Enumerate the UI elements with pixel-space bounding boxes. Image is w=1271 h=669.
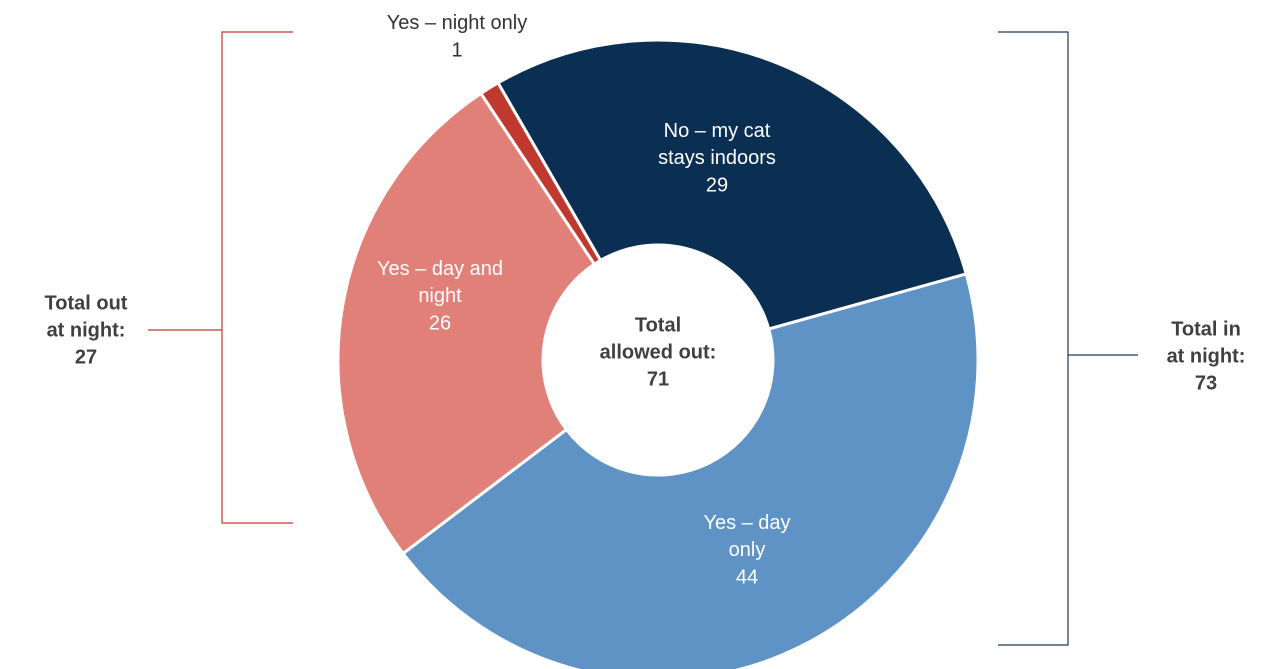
center-label: 71 <box>647 368 669 390</box>
slice-label: No – my cat stays indoors <box>658 120 776 169</box>
value-label: 26 <box>429 312 451 334</box>
slice-label: Yes – day only <box>703 512 790 561</box>
label-line: Yes – night only <box>387 12 527 34</box>
slice <box>495 38 969 331</box>
brackets <box>148 31 1138 646</box>
value-label: 1 <box>451 39 462 61</box>
label-line: Yes – day and <box>377 258 503 280</box>
right-label: Total in <box>1171 318 1241 340</box>
left-label: 27 <box>75 346 97 368</box>
label-line: No – my cat <box>664 120 771 142</box>
label-line: night <box>418 285 462 307</box>
slice <box>336 91 597 556</box>
left-bracket <box>148 31 293 524</box>
center-label: allowed out: <box>600 341 717 363</box>
slice-label: Yes – night only <box>387 12 527 34</box>
label-line: stays indoors <box>658 147 776 169</box>
slice-label: Yes – day and night <box>377 258 503 307</box>
left-label: at night: <box>47 319 126 341</box>
slice <box>401 272 980 669</box>
value-label: 29 <box>706 174 728 196</box>
center-label: Total <box>635 314 681 336</box>
right-label: at night: <box>1167 345 1246 367</box>
slice <box>478 80 603 267</box>
label-line: only <box>729 539 766 561</box>
value-label: 44 <box>736 566 758 588</box>
right-label: 73 <box>1195 372 1217 394</box>
left-label: Total out <box>45 292 128 314</box>
right-bracket <box>998 31 1138 646</box>
label-line: Yes – day <box>703 512 790 534</box>
